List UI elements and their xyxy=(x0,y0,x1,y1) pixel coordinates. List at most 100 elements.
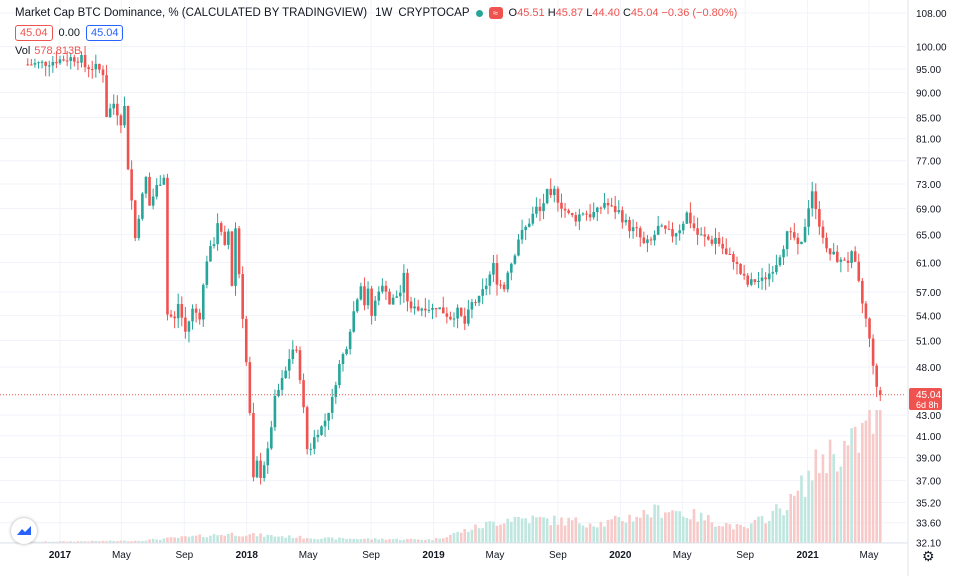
candle-body xyxy=(119,115,123,126)
volume-bar xyxy=(65,541,69,543)
candle-body xyxy=(352,311,356,332)
candle-body xyxy=(588,214,592,218)
candle-body xyxy=(47,65,51,67)
volume-bar xyxy=(302,538,305,543)
candle-body xyxy=(65,60,69,62)
candle-body xyxy=(244,318,248,363)
candle-body xyxy=(463,315,467,324)
settings-gear-icon[interactable]: ⚙ xyxy=(922,548,935,564)
candle-body xyxy=(187,321,191,332)
volume-bar xyxy=(671,510,674,543)
candle-body xyxy=(413,306,416,309)
volume-bar xyxy=(750,523,753,543)
candle-body xyxy=(248,362,252,413)
volume-bar xyxy=(585,527,588,543)
volume-bar xyxy=(850,428,853,543)
volume-bar xyxy=(409,538,413,543)
candle-body xyxy=(502,284,506,290)
volume-bar xyxy=(624,522,628,543)
candle-body xyxy=(595,207,599,212)
candle-body xyxy=(55,61,58,64)
volume-bar xyxy=(592,526,596,543)
candle-body xyxy=(624,219,628,223)
candle-body xyxy=(574,215,578,222)
chart-header: Market Cap BTC Dominance, % (CALCULATED … xyxy=(15,7,737,19)
price-tick-label: 35.20 xyxy=(916,498,941,509)
candle-body xyxy=(864,303,868,319)
candle-body xyxy=(538,206,542,212)
volume-bar xyxy=(341,538,345,543)
candle-body xyxy=(642,237,646,244)
volume-bar xyxy=(320,538,323,543)
time-tick-label: Sep xyxy=(362,550,380,561)
candle-body xyxy=(481,289,484,296)
time-axis[interactable]: 2017 May Sep 2018 May Sep 2019 May Sep 2020 May Sep… xyxy=(49,550,879,561)
volume-bar xyxy=(492,521,495,543)
volume-bar xyxy=(198,534,201,543)
candle-body xyxy=(671,229,674,237)
volume-bar xyxy=(51,541,55,543)
candle-body xyxy=(717,237,721,244)
volume-bar xyxy=(173,537,176,543)
price-tick-label: 61.00 xyxy=(916,258,941,269)
volume-bar xyxy=(194,535,198,543)
candle-body xyxy=(459,307,463,316)
compare-box[interactable]: 45.04 xyxy=(85,25,124,41)
candle-body xyxy=(782,249,785,258)
symbol-title[interactable]: Market Cap BTC Dominance, % (CALCULATED … xyxy=(15,7,368,19)
price-tick-label: 37.00 xyxy=(916,477,941,488)
candle-body xyxy=(334,385,338,398)
candle-body xyxy=(470,302,474,310)
volume-bar xyxy=(595,527,599,543)
candle-body xyxy=(219,223,223,232)
volume-bar xyxy=(692,509,696,543)
candle-body xyxy=(123,105,126,126)
volume-value: 578.813B xyxy=(34,45,82,57)
candle-body xyxy=(778,257,782,266)
volume-bar xyxy=(162,538,166,543)
volume-bar xyxy=(517,516,520,543)
price-box[interactable]: 45.04 xyxy=(15,25,53,41)
volume-bar xyxy=(58,541,62,543)
candle-body xyxy=(524,226,527,231)
volume-bar xyxy=(818,473,821,543)
candle-body xyxy=(87,67,90,70)
candle-body xyxy=(570,212,574,216)
candle-body xyxy=(255,460,259,478)
volume-bar xyxy=(434,538,438,543)
volume-bar xyxy=(40,541,44,543)
candle-body xyxy=(234,228,237,286)
candle-body xyxy=(26,64,30,66)
volume-bar xyxy=(309,538,313,543)
tradingview-logo-icon[interactable] xyxy=(11,518,37,544)
volume-bar xyxy=(710,522,714,543)
volume-bar xyxy=(642,510,646,543)
candle-body xyxy=(753,279,757,282)
candle-body xyxy=(499,284,502,286)
volume-bar xyxy=(635,516,638,543)
timeframe[interactable]: 1W xyxy=(375,7,393,19)
volume-bar xyxy=(714,526,717,543)
volume-bar xyxy=(184,536,187,543)
volume-bar xyxy=(459,532,463,543)
candle-body xyxy=(653,234,656,241)
volume-bar xyxy=(105,541,108,543)
volume-bar xyxy=(69,541,73,543)
volume-bar xyxy=(527,523,531,543)
volume-bar xyxy=(377,539,381,543)
price-tick-label: 73.00 xyxy=(916,180,941,191)
candle-body xyxy=(868,318,871,339)
volume-bar xyxy=(413,539,416,543)
volume-bar xyxy=(255,536,259,543)
candle-body xyxy=(850,251,853,263)
volume-bar xyxy=(44,541,47,543)
volume-bar xyxy=(94,541,98,543)
candle-body xyxy=(330,397,334,413)
price-axis[interactable]: 108.00 100.00 95.00 90.00 85.00 81.00 77.00 73.… xyxy=(916,9,947,550)
candle-body xyxy=(449,316,452,320)
volume-bar xyxy=(843,440,846,543)
volume-bar xyxy=(180,536,184,543)
volume-bar xyxy=(764,523,767,543)
volume-bar xyxy=(352,539,356,543)
